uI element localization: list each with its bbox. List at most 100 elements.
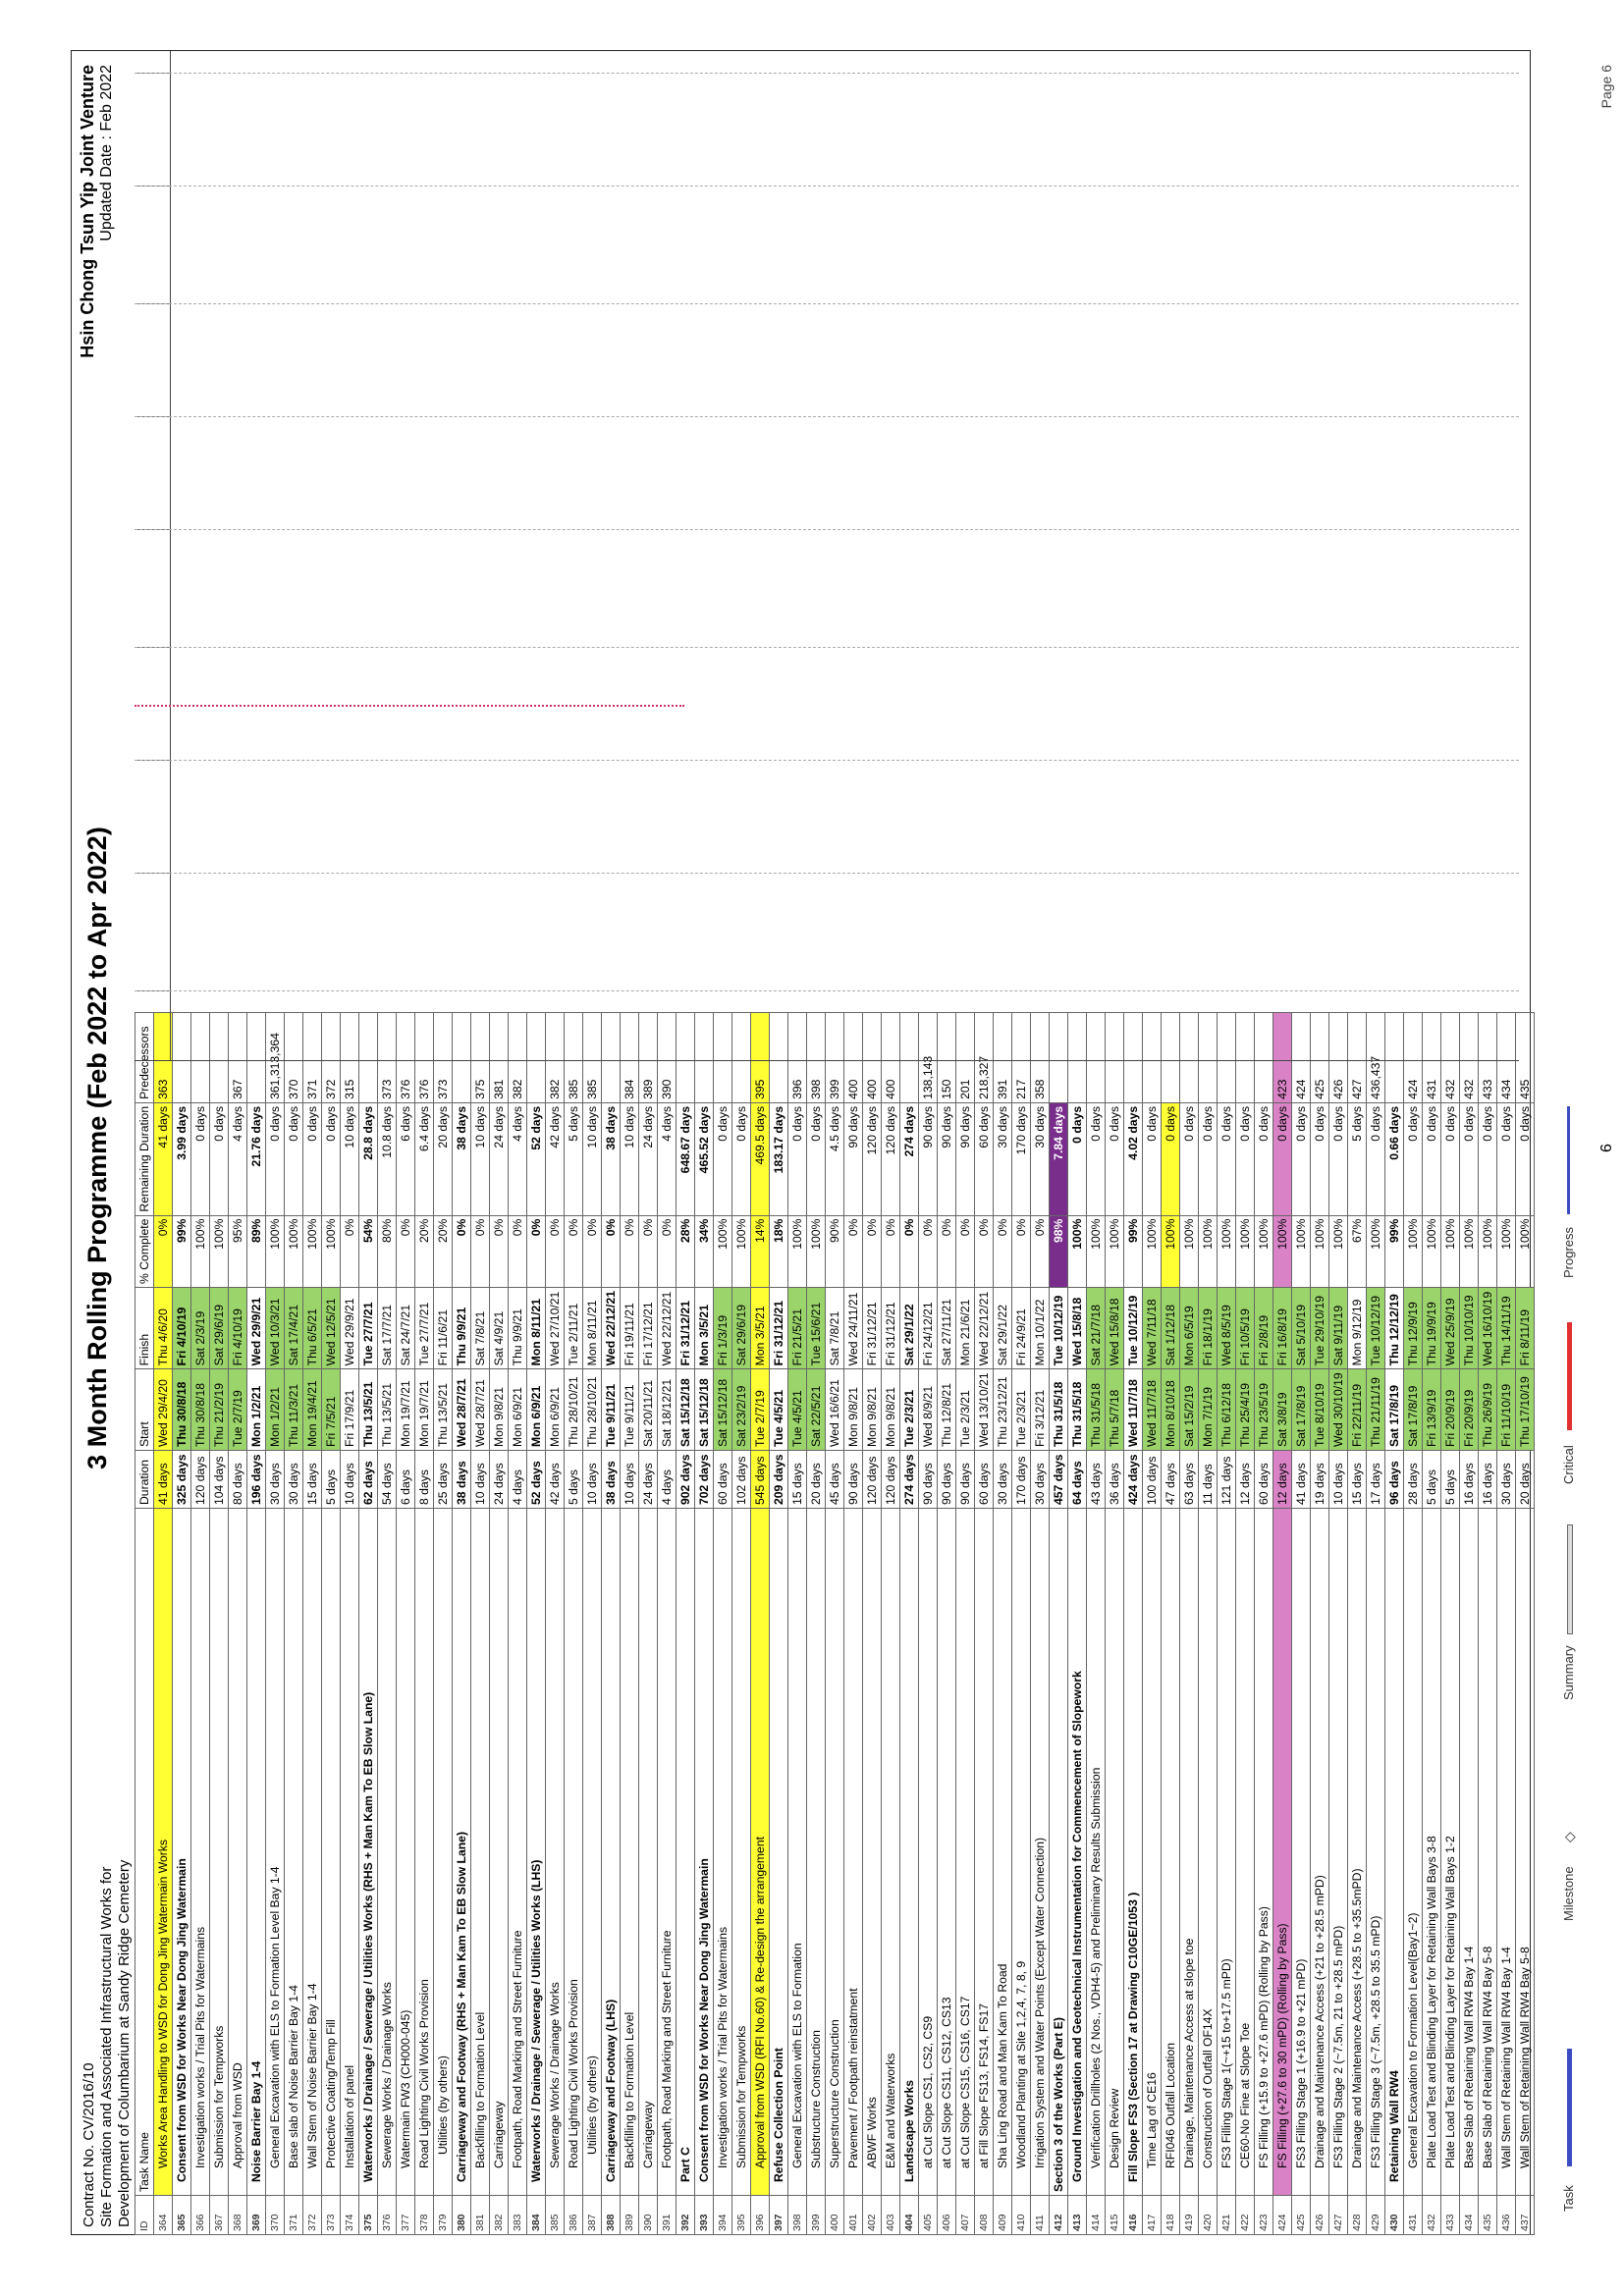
pct-complete-cell: 20% bbox=[433, 1215, 453, 1288]
table-row[interactable]: 416 Fill Slope FS3 (Section 17 at Drawing… bbox=[1123, 1012, 1143, 2235]
pct-complete-cell: 100% bbox=[1459, 1215, 1479, 1288]
task-id: 408 bbox=[974, 2195, 994, 2235]
table-row[interactable]: 409 Sha Ling Road and Man Kam To Road 30 d… bbox=[993, 1012, 1012, 2235]
remaining-cell: 10 days bbox=[470, 1102, 490, 1216]
table-row[interactable]: 431 General Excavation to Formation Level… bbox=[1403, 1012, 1423, 2235]
table-row[interactable]: 379 Utilities (by others) 25 days Thu 13/5/… bbox=[433, 1012, 453, 2235]
table-row[interactable]: 413 Ground Investigation and Geotechnical… bbox=[1067, 1012, 1087, 2235]
start-cell: Wed 8/9/21 bbox=[918, 1368, 938, 1451]
table-row[interactable]: 398 General Excavation with ELS to Format… bbox=[787, 1012, 807, 2235]
table-row[interactable]: 390 Carriageway 24 days Sat 20/11/21 Fri 17/… bbox=[638, 1012, 658, 2235]
table-row[interactable]: 387 Utilities (by others) 10 days Thu 28/10… bbox=[582, 1012, 602, 2235]
table-row[interactable]: 411 Irrigation System and Water Points (E… bbox=[1030, 1012, 1050, 2235]
table-row[interactable]: 373 Protective Coating/Temp Fill 5 days Fri… bbox=[321, 1012, 341, 2235]
table-row[interactable]: 383 Footpath, Road Marking and Street Fur… bbox=[508, 1012, 527, 2235]
finish-cell: Tue 2/11/21 bbox=[564, 1287, 583, 1369]
table-row[interactable]: 403 E&M and Waterworks 120 days Mon 9/8/21 F… bbox=[881, 1012, 900, 2235]
table-row[interactable]: 370 General Excavation with ELS to Format… bbox=[265, 1012, 285, 2235]
table-row[interactable]: 434 Base Slab of Retaining Wall RW4 Bay 1… bbox=[1459, 1012, 1479, 2235]
table-row[interactable]: 429 FS3 Filling Stage 3 (~7.5m, +28.5 to … bbox=[1366, 1012, 1385, 2235]
table-row[interactable]: 407 at Cut Slope CS15, CS16, CS17 90 days T… bbox=[955, 1012, 975, 2235]
table-row[interactable]: 394 Investigation works / Trial Pits for … bbox=[713, 1012, 732, 2235]
table-row[interactable]: 417 Time Lag of CE16 100 days Wed 11/7/18 We… bbox=[1142, 1012, 1162, 2235]
table-row[interactable]: 377 Watermain FW3 (CH000-045) 6 days Mon 19… bbox=[396, 1012, 415, 2235]
table-row[interactable]: 408 at Fill Slope FS13, FS14, FS17 60 days… bbox=[974, 1012, 994, 2235]
table-row[interactable]: 423 FS Filling (+15.9 to +27.6 mPD) (Roll… bbox=[1254, 1012, 1273, 2235]
table-row[interactable]: 435 Base Slab of Retaining Wall RW4 Bay 5… bbox=[1478, 1012, 1497, 2235]
table-row[interactable]: 410 Woodland Planting at Site 1,2,4, 7, 8… bbox=[1011, 1012, 1031, 2235]
pct-complete-cell: 99% bbox=[172, 1215, 191, 1288]
table-row[interactable]: 385 Sewerage Works / Drainage Works 42 day… bbox=[545, 1012, 565, 2235]
table-row[interactable]: 372 Wall Stem of Noise Barrier Bay 1-4 15 … bbox=[302, 1012, 322, 2235]
table-row[interactable]: 389 Backfilling to Formation Level 10 days… bbox=[620, 1012, 639, 2235]
table-row[interactable]: 384 Waterworks / Drainage / Sewerage / Ut… bbox=[526, 1012, 546, 2235]
table-row[interactable]: 388 Carriageway and Footway (LHS) 38 days T… bbox=[601, 1012, 621, 2235]
table-row[interactable]: 419 Drainage, Maintenance Access at slope… bbox=[1179, 1012, 1199, 2235]
table-row[interactable]: 396 Approval from WSD (RFI No.60) & Re-de… bbox=[750, 1012, 770, 2235]
table-row[interactable]: 368 Approval from WSD 80 days Tue 2/7/19 Fri… bbox=[228, 1012, 247, 2235]
col-header-task-name[interactable]: Task Name bbox=[135, 1508, 154, 2196]
col-header-id[interactable]: ID bbox=[135, 2195, 154, 2235]
table-row[interactable]: 369 Noise Barrier Bay 1-4 196 days Mon 1/2/… bbox=[246, 1012, 266, 2235]
pct-complete-cell: 0% bbox=[899, 1215, 919, 1288]
table-row[interactable]: 428 Drainage and Maintenance Access (+28.… bbox=[1347, 1012, 1367, 2235]
table-row[interactable]: 393 Consent from WSD for Works Near Dong … bbox=[694, 1012, 714, 2235]
table-row[interactable]: 386 Road Lighting Civil Works Provision 5 … bbox=[564, 1012, 583, 2235]
col-header-remaining[interactable]: Remaining Duration bbox=[135, 1102, 154, 1216]
table-row[interactable]: 406 at Cut Slope CS11, CS12, CS13 90 days T… bbox=[937, 1012, 956, 2235]
finish-cell: Sat 9/11/19 bbox=[1328, 1287, 1348, 1369]
table-row[interactable]: 426 Drainage and Maintenance Access (+21 … bbox=[1310, 1012, 1329, 2235]
table-row[interactable]: 365 Consent from WSD for Works Near Dong … bbox=[172, 1012, 191, 2235]
table-row[interactable]: 401 Pavement / Footpath reinstatment 90 da… bbox=[843, 1012, 863, 2235]
col-header-duration[interactable]: Duration bbox=[135, 1450, 154, 1509]
duration-cell: 10 days bbox=[582, 1450, 602, 1509]
table-row[interactable]: 412 Section 3 of the Works (Part E) 457 da… bbox=[1049, 1012, 1068, 2235]
table-row[interactable]: 420 Construction of Outfall OF14X 11 days M… bbox=[1198, 1012, 1218, 2235]
table-row[interactable]: 433 Plate Load Test and Blinding Layer fo… bbox=[1440, 1012, 1460, 2235]
start-cell: Thu 26/9/19 bbox=[1478, 1368, 1497, 1451]
table-row[interactable]: 424 FS Filling (+27.6 to 30 mPD) (Rolling… bbox=[1272, 1012, 1292, 2235]
table-row[interactable]: 425 FS3 Filling Stage 1 (+16.9 to +21 mPD… bbox=[1291, 1012, 1311, 2235]
table-row[interactable]: 392 Part C 902 days Sat 15/12/18 Fri 31/12/2… bbox=[676, 1012, 695, 2235]
table-row[interactable]: 418 RFI046 Outfall Location 47 days Mon 8/1… bbox=[1161, 1012, 1180, 2235]
task-id: 368 bbox=[228, 2195, 247, 2235]
table-row[interactable]: 374 Installation of panel 10 days Fri 17/9/… bbox=[340, 1012, 359, 2235]
table-row[interactable]: 367 Submission for Tempworks 104 days Thu 2… bbox=[209, 1012, 229, 2235]
table-row[interactable]: 400 Superstructure Construction 45 days Wed… bbox=[825, 1012, 844, 2235]
table-row[interactable]: 378 Road Lighting Civil Works Provision 8 … bbox=[414, 1012, 434, 2235]
pct-complete-cell: 28% bbox=[676, 1215, 695, 1288]
finish-cell: Sat 17/4/21 bbox=[284, 1287, 303, 1369]
table-row[interactable]: 405 at Cut Slope CS1, CS2, CS9 90 days Wed … bbox=[918, 1012, 938, 2235]
table-row[interactable]: 381 Backfilling to Formation Level 10 days… bbox=[470, 1012, 490, 2235]
table-row[interactable]: 402 ABWF Works 120 days Mon 9/8/21 Fri 31/12… bbox=[862, 1012, 882, 2235]
col-header-pct-complete[interactable]: % Complete bbox=[135, 1215, 154, 1288]
table-row[interactable]: 404 Landscape Works 274 days Tue 2/3/21 Sat … bbox=[899, 1012, 919, 2235]
duration-cell: 28 days bbox=[1403, 1450, 1423, 1509]
duration-cell: 43 days bbox=[1086, 1450, 1106, 1509]
col-header-start[interactable]: Start bbox=[135, 1368, 154, 1451]
task-name: Woodland Planting at Site 1,2,4, 7, 8, 9 bbox=[1011, 1508, 1031, 2196]
table-row[interactable]: 427 FS3 Filling Stage 2 (~7.5m, 21 to +28… bbox=[1328, 1012, 1348, 2235]
table-row[interactable]: 437 Wall Stem of Retaining Wall RW4 Bay 5… bbox=[1515, 1012, 1535, 2235]
table-row[interactable]: 380 Carriageway and Footway (RHS + Man Ka… bbox=[452, 1012, 471, 2235]
table-row[interactable]: 376 Sewerage Works / Drainage Works 54 day… bbox=[377, 1012, 397, 2235]
table-row[interactable]: 395 Submission for Tempworks 102 days Sat 2… bbox=[731, 1012, 751, 2235]
table-row[interactable]: 415 Design Review 36 days Thu 5/7/18 Wed 15/… bbox=[1105, 1012, 1124, 2235]
table-row[interactable]: 371 Base slab of Noise Barrier Bay 1-4 30 … bbox=[284, 1012, 303, 2235]
col-header-finish[interactable]: Finish bbox=[135, 1287, 154, 1369]
table-row[interactable]: 399 Substructure Construction 20 days Sat 2… bbox=[806, 1012, 826, 2235]
table-row[interactable]: 397 Refuse Collection Point 209 days Tue 4/… bbox=[769, 1012, 788, 2235]
table-row[interactable]: 422 CE60-No Fine at Slope Toe 12 days Thu 2… bbox=[1235, 1012, 1255, 2235]
duration-cell: 902 days bbox=[676, 1450, 695, 1509]
task-name: Carriageway bbox=[638, 1508, 658, 2196]
table-row[interactable]: 391 Footpath, Road Marking and Street Fur… bbox=[657, 1012, 677, 2235]
table-row[interactable]: 364 Works Area Handling to WSD for Dong J… bbox=[153, 1012, 173, 2235]
table-row[interactable]: 366 Investigation works / Trial Pits for … bbox=[190, 1012, 210, 2235]
table-row[interactable]: 432 Plate Load Test and Blinding Layer fo… bbox=[1422, 1012, 1441, 2235]
table-row[interactable]: 382 Carriageway 24 days Mon 9/8/21 Sat 4/9/2… bbox=[489, 1012, 509, 2235]
table-row[interactable]: 421 FS3 Filling Stage 1(~+15 to+17.5 mPD)… bbox=[1217, 1012, 1236, 2235]
table-row[interactable]: 436 Wall Stem of Retaining Wall RW4 Bay 1… bbox=[1496, 1012, 1516, 2235]
table-row[interactable]: 375 Waterworks / Drainage / Sewerage / Ut… bbox=[358, 1012, 378, 2235]
table-row[interactable]: 430 Retaining Wall RW4 96 days Sat 17/8/19 T… bbox=[1384, 1012, 1404, 2235]
table-row[interactable]: 414 Verification Drillholes (2 Nos., VDH4… bbox=[1086, 1012, 1106, 2235]
